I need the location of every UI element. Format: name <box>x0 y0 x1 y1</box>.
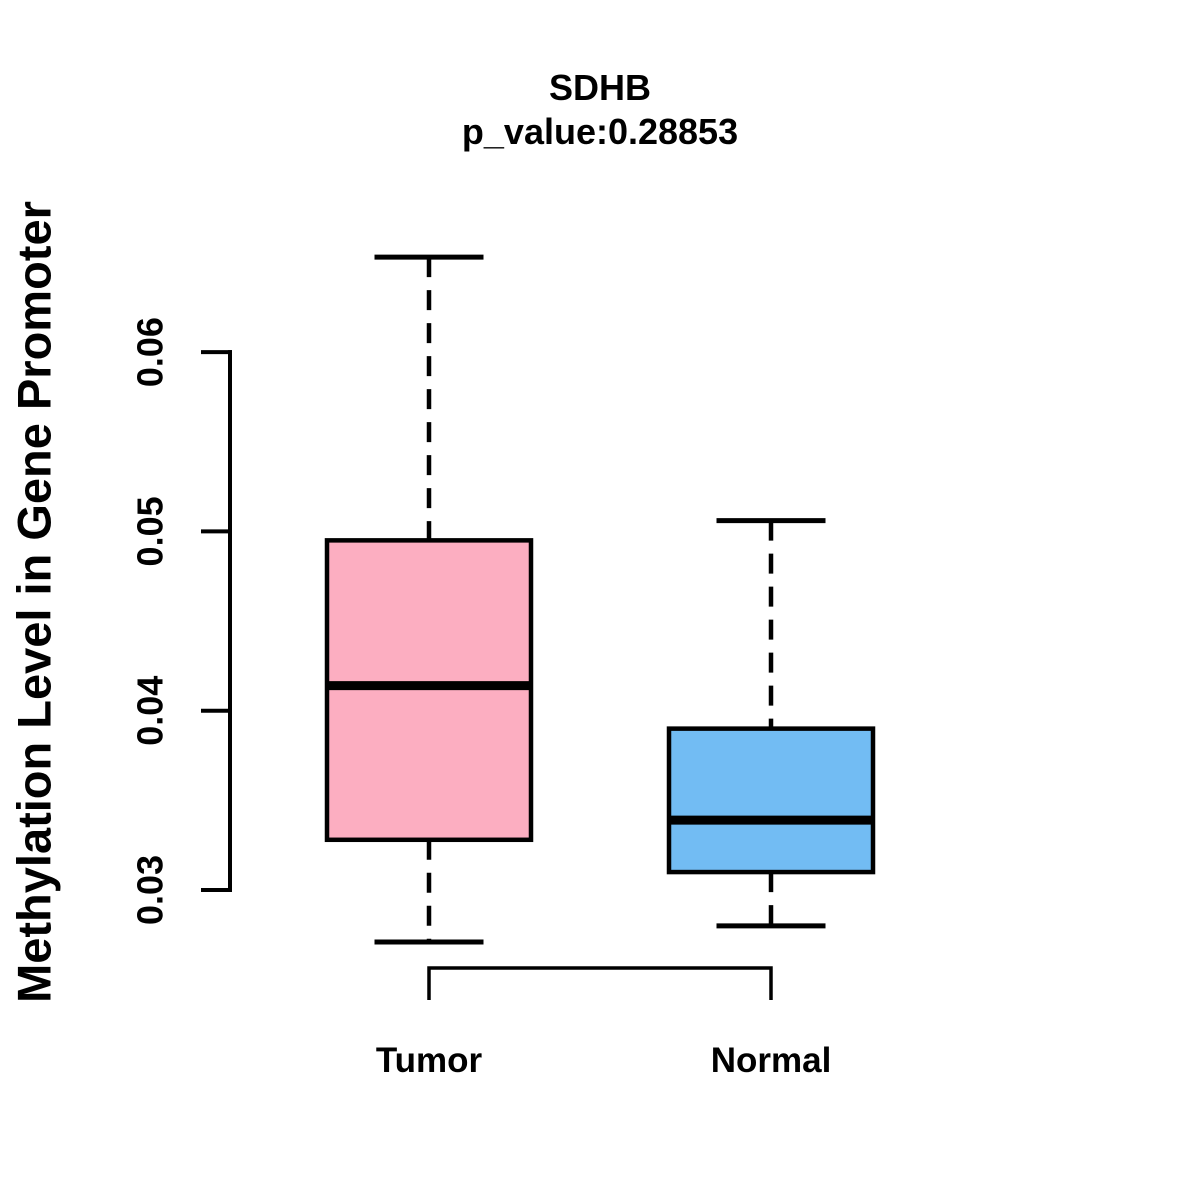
iqr-box <box>666 726 876 875</box>
box-group-normal <box>666 518 876 929</box>
x-category-label-tumor: Tumor <box>376 1041 483 1080</box>
y-axis-tick-label: 0.05 <box>130 496 171 566</box>
y-axis-tick-label: 0.04 <box>130 676 171 746</box>
x-category-label-normal: Normal <box>711 1041 832 1080</box>
box-group-tumor <box>324 254 534 945</box>
chart-subtitle: p_value:0.28853 <box>461 111 739 152</box>
title-block: SDHB p_value:0.28853 <box>0 66 1200 154</box>
y-axis-tick-label: 0.06 <box>130 317 171 387</box>
y-axis-tick-label: 0.03 <box>130 855 171 925</box>
comparison-bracket <box>427 966 773 1000</box>
chart-title: SDHB <box>548 67 651 108</box>
